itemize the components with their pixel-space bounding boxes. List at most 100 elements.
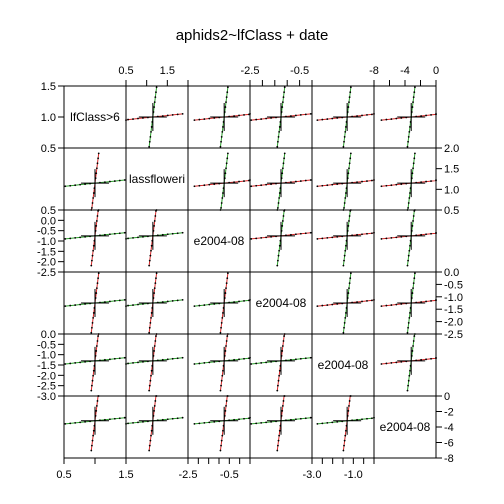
y-tick-label-4-6: 0.0 <box>41 329 56 341</box>
trace-red-2-1-point-10 <box>154 215 157 217</box>
trace-green-3-5-point-10 <box>412 282 415 285</box>
trace-green-5-4-point-11 <box>371 417 373 420</box>
trace-red-1-2-point-10 <box>243 180 245 182</box>
trace-red-2-4-point-4 <box>336 235 339 238</box>
trace-green-3-4-point-9 <box>348 287 350 290</box>
trace-green-3-5-point-2 <box>407 321 410 324</box>
trace-red-1-5-point-4 <box>400 183 403 186</box>
trace-green-4-3-point-0 <box>250 363 253 365</box>
trace-red-1-4-point-11 <box>371 179 373 182</box>
trace-green-3-1-point-1 <box>127 304 129 307</box>
trace-red-5-3-point-2 <box>277 439 280 442</box>
trace-red-4-3-point-10 <box>282 340 285 342</box>
y-tick-label-4-2: -2.0 <box>37 370 56 382</box>
trace-red-3-1-point-1 <box>148 326 151 329</box>
y-tick-label-4-4: -1.0 <box>37 350 56 362</box>
trace-green-1-0-point-11 <box>118 179 121 182</box>
trace-red-5-0-point-1 <box>91 444 93 447</box>
trace-red-2-3-point-3 <box>265 236 268 239</box>
trace-green-1-4-point-12 <box>349 152 352 155</box>
trace-red-5-3-point-0 <box>276 449 279 452</box>
trace-green-3-4-point-0 <box>342 331 345 334</box>
outer-axes: 0.5 1.5 0.5 1.5 -2.5 -0.5 -2.5 -0.5 -3.0 -1.0 -8 -4… <box>37 65 463 481</box>
trace-red-3-0-point-8 <box>95 292 98 294</box>
trace-green-4-5-point-12 <box>414 333 416 335</box>
trace-red-4-3-point-8 <box>281 350 284 352</box>
trace-red-1-4-point-9 <box>361 180 363 183</box>
trace-red-3-2-point-4 <box>222 312 224 314</box>
trace-red-3-5-point-3 <box>395 303 398 306</box>
trace-green-3-2-point-4 <box>213 303 216 305</box>
trace-green-4-5-point-8 <box>411 350 414 352</box>
trace-red-4-1-point-8 <box>153 350 156 352</box>
trace-red-1-2-point-0 <box>193 185 196 188</box>
trace-green-0-3-point-4 <box>278 126 281 128</box>
trace-red-3-4-point-2 <box>326 304 329 306</box>
trace-red-4-3-point-3 <box>278 374 281 377</box>
trace-red-2-4-point-3 <box>331 236 334 239</box>
trace-green-4-1-point-9 <box>166 358 169 361</box>
trace-green-5-3-point-11 <box>304 417 307 420</box>
trace-red-0-5 <box>380 113 437 121</box>
trace-green-0-1-point-10 <box>154 96 157 99</box>
trace-green-4-1-point-4 <box>142 361 144 363</box>
trace-green-4-2-point-1 <box>198 362 201 365</box>
trace-green-1-4-point-8 <box>347 172 350 175</box>
y-tick-label-2-2: -1.5 <box>37 246 56 258</box>
trace-green-4-2-point-10 <box>243 357 245 360</box>
panel-4-2 <box>187 333 251 397</box>
trace-green-1-0-point-12 <box>123 179 126 181</box>
trace-red-3-1-point-12 <box>155 272 158 275</box>
trace-red-1-5-point-8 <box>420 181 423 184</box>
trace-green-5-0-point-0 <box>64 423 67 425</box>
trace-green-2-3-point-10 <box>282 215 285 217</box>
trace-green-0-3-point-2 <box>277 135 280 138</box>
trace-red-5-0-point-4 <box>92 429 95 432</box>
trace-red-0-5-point-3 <box>395 117 398 120</box>
trace-red-0-5-point-8 <box>420 115 423 117</box>
trace-red-0-3-point-9 <box>294 114 297 117</box>
trace-green-1-5-point-4 <box>409 192 411 194</box>
trace-red-2-4-point-2 <box>326 237 329 239</box>
x-tick-label-5-4: 0 <box>433 65 439 77</box>
trace-green-1-3-point-11 <box>283 157 285 160</box>
trace-red-1-5-point-10 <box>430 180 432 182</box>
trace-green-5-2-point-9 <box>238 418 240 421</box>
trace-green-0-3-point-10 <box>282 96 285 99</box>
trace-red-4-5-point-8 <box>420 358 423 361</box>
trace-red-0-4-point-3 <box>331 117 334 120</box>
trace-green-1-5-point-2 <box>407 202 410 204</box>
trace-red-5-3-point-10 <box>282 400 285 402</box>
trace-green-2-0-point-4 <box>84 235 86 238</box>
trace-green-0-5-point-0 <box>406 145 409 148</box>
trace-green-4-2-point-4 <box>213 361 216 363</box>
variable-label-1: lassfloweri <box>129 172 185 186</box>
trace-red-3-0-point-3 <box>92 316 95 319</box>
trace-red-5-2-point-2 <box>220 439 223 442</box>
trace-red-1-3-point-9 <box>294 180 297 183</box>
trace-red-0-2-point-2 <box>203 118 206 120</box>
trace-green-0-5-point-4 <box>409 126 411 128</box>
trace-red-5-2-point-3 <box>221 434 224 437</box>
trace-green-4-1-point-8 <box>161 358 164 361</box>
trace-red-1-3-point-8 <box>290 181 292 184</box>
trace-red-2-0-point-3 <box>92 249 95 252</box>
trace-green-2-0-point-10 <box>113 232 116 235</box>
trace-green-0-2-point-10 <box>225 96 228 99</box>
trace-green-4-5-point-2 <box>407 379 410 382</box>
trace-red-1-4-point-1 <box>321 184 324 187</box>
trace-red-0-1-point-9 <box>166 114 169 117</box>
trace-green-0-5-point-11 <box>413 91 416 94</box>
y-tick-label-3-1: -2.0 <box>444 317 463 329</box>
y-tick-label-2-0: -2.5 <box>37 267 56 279</box>
trace-green-0-2-point-11 <box>226 91 229 94</box>
trace-red-5-1-point-2 <box>149 439 152 442</box>
trace-green-2-3-point-0 <box>276 264 279 267</box>
trace-green-2-3-point-12 <box>283 209 286 211</box>
trace-red-1-0-point-1 <box>91 207 93 209</box>
trace-red-0-3-point-1 <box>255 118 258 121</box>
trace-red-3-2-point-8 <box>224 292 227 294</box>
trace-red-4-2-point-3 <box>221 374 224 377</box>
trace-red-4-5-point-10 <box>430 357 432 360</box>
trace-red-4-0-point-8 <box>95 350 98 352</box>
